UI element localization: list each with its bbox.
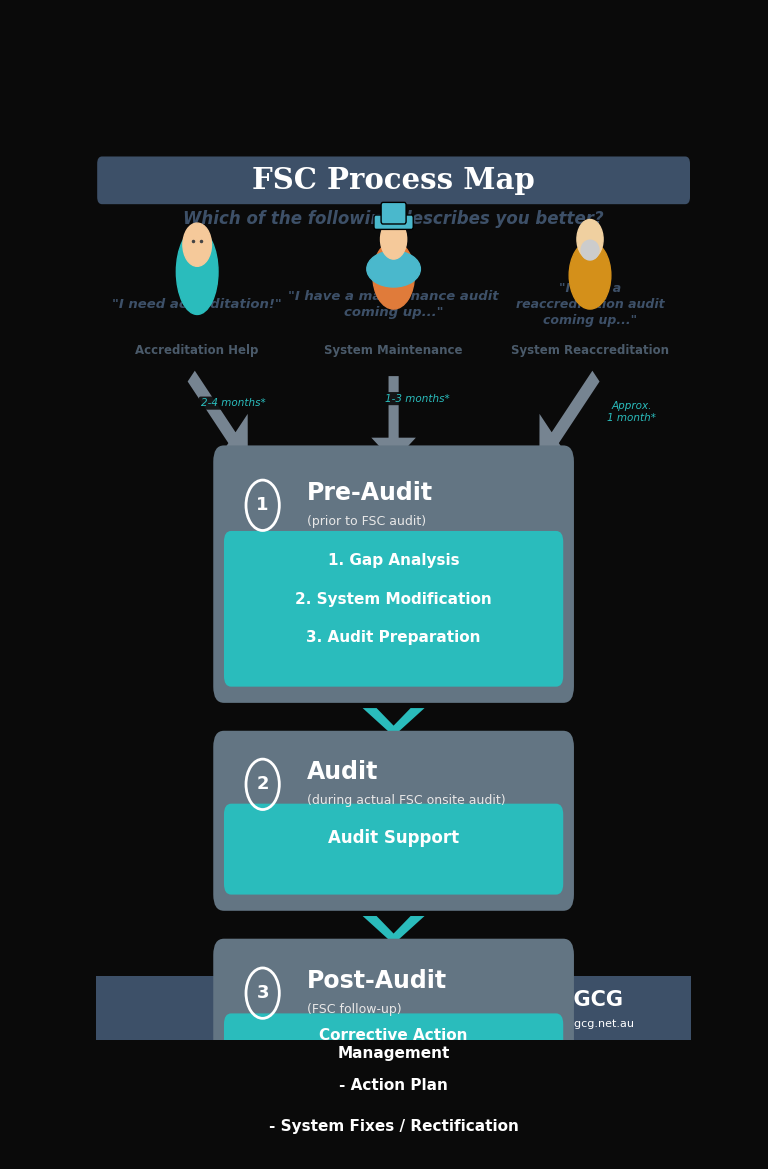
- Text: 3: 3: [257, 984, 269, 1002]
- Circle shape: [577, 220, 603, 260]
- Text: ⊕GCG: ⊕GCG: [557, 990, 624, 1010]
- Text: Approx.
1 month*: Approx. 1 month*: [607, 401, 656, 423]
- Text: - System Fixes / Rectification: - System Fixes / Rectification: [269, 1119, 518, 1134]
- Ellipse shape: [569, 242, 611, 309]
- Circle shape: [380, 220, 407, 260]
- Text: Which of the following describes you better?: Which of the following describes you bet…: [184, 210, 604, 228]
- Text: (FSC follow-up): (FSC follow-up): [307, 1003, 402, 1016]
- FancyBboxPatch shape: [374, 215, 413, 229]
- Polygon shape: [362, 708, 425, 736]
- Ellipse shape: [372, 242, 415, 309]
- Text: Post-Audit: Post-Audit: [307, 969, 448, 992]
- Ellipse shape: [177, 229, 218, 314]
- Polygon shape: [362, 916, 425, 945]
- Text: (during actual FSC onsite audit): (during actual FSC onsite audit): [307, 794, 506, 807]
- Text: (prior to FSC audit): (prior to FSC audit): [307, 516, 426, 528]
- Text: FSC Process Map: FSC Process Map: [252, 166, 535, 195]
- Text: www.gcg.net.au: www.gcg.net.au: [545, 1019, 635, 1029]
- FancyBboxPatch shape: [224, 1014, 563, 1169]
- Polygon shape: [372, 376, 415, 462]
- FancyBboxPatch shape: [224, 803, 563, 894]
- Text: Audit: Audit: [307, 760, 379, 783]
- FancyBboxPatch shape: [98, 157, 690, 205]
- Text: 1. Gap Analysis: 1. Gap Analysis: [328, 553, 459, 568]
- Ellipse shape: [367, 251, 420, 288]
- Text: 2: 2: [257, 775, 269, 794]
- Text: System Maintenance: System Maintenance: [324, 345, 463, 358]
- Ellipse shape: [581, 240, 599, 260]
- FancyBboxPatch shape: [381, 202, 406, 224]
- Text: Accreditation Help: Accreditation Help: [135, 345, 259, 358]
- Text: Audit Support: Audit Support: [328, 829, 459, 846]
- FancyBboxPatch shape: [214, 939, 574, 1169]
- Text: 2-4 months*: 2-4 months*: [200, 399, 265, 408]
- Text: System Reaccreditation: System Reaccreditation: [511, 345, 669, 358]
- Text: "I need accreditation!": "I need accreditation!": [112, 298, 282, 311]
- Text: - Action Plan: - Action Plan: [339, 1078, 448, 1093]
- Text: Corrective Action
Management: Corrective Action Management: [319, 1028, 468, 1061]
- Text: "I have a maintenance audit
coming up...": "I have a maintenance audit coming up...…: [288, 290, 499, 319]
- Text: 3. Audit Preparation: 3. Audit Preparation: [306, 630, 481, 645]
- Text: 2. System Modification: 2. System Modification: [295, 592, 492, 607]
- Text: 1-3 months*: 1-3 months*: [385, 394, 450, 403]
- Polygon shape: [187, 371, 248, 462]
- Text: Pre-Audit: Pre-Audit: [307, 480, 433, 505]
- FancyBboxPatch shape: [214, 731, 574, 911]
- Polygon shape: [539, 371, 600, 462]
- FancyBboxPatch shape: [224, 531, 563, 686]
- Text: "I have a
reaccreditation audit
coming up...": "I have a reaccreditation audit coming u…: [515, 282, 664, 326]
- FancyBboxPatch shape: [214, 445, 574, 703]
- Text: 1: 1: [257, 497, 269, 514]
- FancyBboxPatch shape: [96, 976, 691, 1040]
- Circle shape: [183, 223, 211, 267]
